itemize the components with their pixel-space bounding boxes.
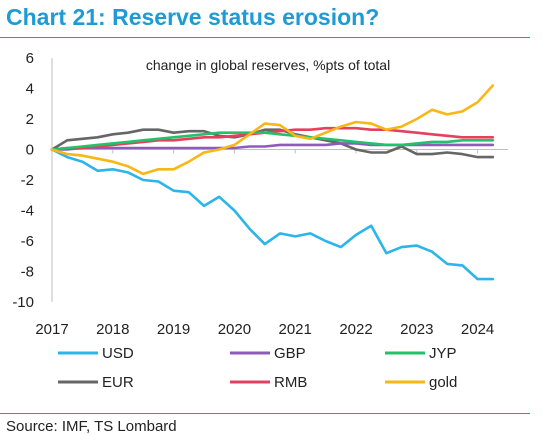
legend-label-eur: EUR [102, 374, 134, 391]
chart-title: Chart 21: Reserve status erosion? [6, 4, 380, 30]
series-line-rmb [50, 126, 495, 151]
legend-label-jyp: JYP [429, 345, 457, 362]
y-tick-label: -4 [21, 203, 34, 220]
series-line-gbp [50, 142, 495, 151]
x-tick-label: 2023 [400, 321, 433, 338]
x-tick-label: 2020 [218, 321, 251, 338]
series-line-gold [50, 84, 495, 176]
source-note: Source: IMF, TS Lombard [6, 418, 177, 435]
x-tick-label: 2021 [279, 321, 312, 338]
y-tick-label: 2 [26, 111, 34, 128]
y-tick-label: -8 [21, 264, 34, 281]
x-tick-label: 2019 [157, 321, 190, 338]
series-line-usd [50, 148, 495, 281]
series-lines [50, 84, 495, 281]
title-divider [0, 37, 530, 38]
footer-divider [0, 413, 530, 414]
chart-legend: USD GBP JYP EUR RMB gold [58, 345, 457, 391]
legend-label-usd: USD [102, 345, 134, 362]
y-tick-label: -6 [21, 233, 34, 250]
x-tick-label: 2024 [461, 321, 494, 338]
x-tick-label: 2017 [35, 321, 68, 338]
series-line-jyp [50, 131, 495, 151]
series-line-eur [50, 128, 495, 159]
y-tick-label: -2 [21, 172, 34, 189]
legend-label-rmb: RMB [274, 374, 307, 391]
legend-label-gold: gold [429, 374, 457, 391]
chart-subtitle: change in global reserves, %pts of total [146, 57, 390, 73]
y-tick-label: 0 [26, 142, 34, 159]
y-tick-label: 6 [26, 50, 34, 67]
x-tick-label: 2022 [339, 321, 372, 338]
legend-label-gbp: GBP [274, 345, 306, 362]
y-tick-label: -10 [12, 294, 34, 311]
y-tick-label: 4 [26, 81, 34, 98]
x-tick-label: 2018 [96, 321, 129, 338]
